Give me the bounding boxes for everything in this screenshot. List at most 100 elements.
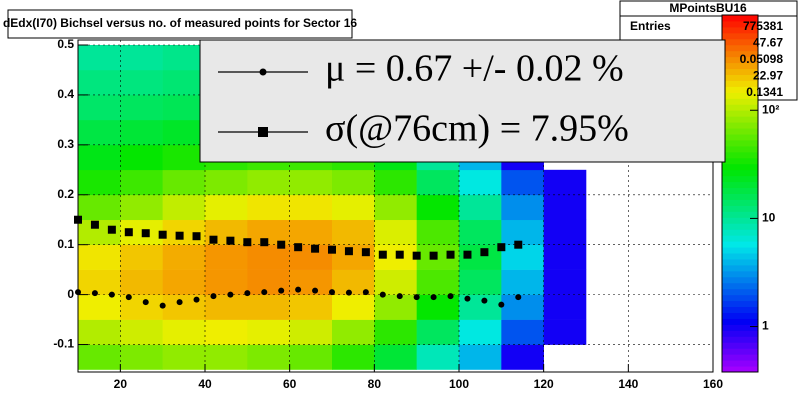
colorbar-step bbox=[722, 62, 758, 70]
marker bbox=[463, 250, 472, 259]
colorbar-step bbox=[722, 74, 758, 81]
colorbar-step bbox=[722, 264, 758, 272]
colorbar-step bbox=[722, 348, 758, 355]
colorbar-step bbox=[722, 241, 758, 248]
heat-cell bbox=[120, 94, 163, 121]
colorbar-step bbox=[722, 217, 758, 224]
stats-value: 0.05098 bbox=[740, 52, 784, 66]
y-tick-label: -0.1 bbox=[53, 337, 74, 351]
colorbar-step bbox=[722, 187, 758, 194]
z-tick-label: 10 bbox=[762, 211, 776, 225]
heat-cell bbox=[459, 219, 502, 245]
marker bbox=[192, 232, 201, 241]
colorbar-step bbox=[722, 92, 758, 99]
marker bbox=[141, 229, 150, 238]
heat-cell bbox=[120, 244, 163, 270]
x-tick-label: 120 bbox=[534, 377, 554, 391]
marker bbox=[379, 291, 386, 298]
heat-cell bbox=[416, 169, 460, 196]
heat-cell bbox=[332, 344, 375, 370]
marker bbox=[395, 250, 404, 259]
colorbar-step bbox=[722, 26, 758, 34]
y-tick-label: 0.2 bbox=[57, 187, 74, 201]
marker bbox=[260, 238, 269, 247]
heat-cell bbox=[543, 244, 587, 270]
heat-cell bbox=[543, 169, 587, 196]
colorbar-frame bbox=[721, 14, 759, 373]
heat-cell bbox=[416, 269, 460, 295]
colorbar-step bbox=[722, 258, 758, 266]
colorbar-step bbox=[722, 360, 758, 367]
stats-value: 775381 bbox=[743, 19, 783, 33]
heat-cell bbox=[543, 269, 587, 295]
marker bbox=[446, 250, 455, 259]
colorbar-step bbox=[722, 306, 758, 313]
colorbar-step bbox=[722, 139, 758, 147]
marker bbox=[396, 293, 403, 300]
marker bbox=[514, 240, 523, 249]
stats-label: Entries bbox=[630, 19, 671, 33]
title-box bbox=[7, 9, 353, 39]
marker bbox=[311, 244, 320, 253]
marker bbox=[344, 247, 353, 256]
marker bbox=[158, 230, 167, 239]
heat-cell bbox=[501, 244, 544, 270]
heat-cell bbox=[374, 344, 417, 370]
heat-cell bbox=[78, 44, 121, 71]
colorbar-step bbox=[722, 229, 758, 236]
marker bbox=[125, 294, 132, 301]
colorbar-step bbox=[722, 354, 758, 361]
heat-cell bbox=[247, 344, 290, 370]
heat-cell bbox=[416, 219, 460, 245]
y-tick-label: 0.3 bbox=[57, 137, 74, 151]
colorbar-step bbox=[722, 288, 758, 296]
stats-value: 47.67 bbox=[753, 36, 783, 50]
marker bbox=[515, 294, 522, 301]
marker bbox=[278, 287, 285, 294]
legend-label: μ = 0.67 +/- 0.02 % bbox=[325, 48, 624, 90]
colorbar-step bbox=[722, 38, 758, 46]
heat-cell bbox=[78, 194, 121, 221]
marker bbox=[175, 231, 184, 240]
marker bbox=[243, 238, 252, 247]
heat-cell bbox=[205, 344, 248, 370]
colorbar-step bbox=[722, 128, 758, 135]
colorbar-step bbox=[722, 181, 758, 189]
marker bbox=[261, 289, 268, 296]
heat-cell bbox=[162, 269, 206, 295]
colorbar-step bbox=[722, 32, 758, 40]
marker bbox=[226, 236, 235, 245]
x-tick-label: 20 bbox=[114, 377, 128, 391]
heat-cell bbox=[120, 194, 163, 221]
heat-cell bbox=[543, 194, 587, 221]
marker bbox=[497, 243, 506, 252]
heat-cell bbox=[120, 169, 163, 196]
marker bbox=[193, 296, 200, 303]
heat-cell bbox=[162, 319, 206, 345]
marker bbox=[142, 299, 149, 306]
heat-cell bbox=[162, 144, 206, 171]
marker bbox=[480, 248, 489, 257]
colorbar-step bbox=[722, 253, 758, 260]
colorbar-step bbox=[722, 80, 758, 87]
heat-cell bbox=[247, 244, 290, 270]
heat-cell bbox=[501, 319, 544, 345]
colorbar-step bbox=[722, 157, 758, 165]
heat-cell bbox=[205, 244, 248, 270]
colorbar-step bbox=[722, 199, 758, 206]
marker bbox=[412, 251, 421, 260]
heat-cell bbox=[205, 169, 248, 196]
colorbar-step bbox=[722, 20, 758, 28]
legend: μ = 0.67 +/- 0.02 % σ(@76cm) = 7.95% bbox=[199, 39, 726, 163]
marker bbox=[108, 291, 115, 298]
colorbar-step bbox=[722, 193, 758, 200]
heat-cell bbox=[332, 294, 375, 320]
colorbar-step bbox=[722, 44, 758, 52]
colorbar-step bbox=[722, 104, 758, 111]
colorbar-step bbox=[722, 342, 758, 349]
heat-cell bbox=[501, 219, 544, 245]
heat-cell bbox=[120, 344, 163, 370]
heat-cell bbox=[78, 294, 121, 320]
colorbar-step bbox=[722, 68, 758, 75]
z-tick-label: 10² bbox=[762, 102, 779, 116]
